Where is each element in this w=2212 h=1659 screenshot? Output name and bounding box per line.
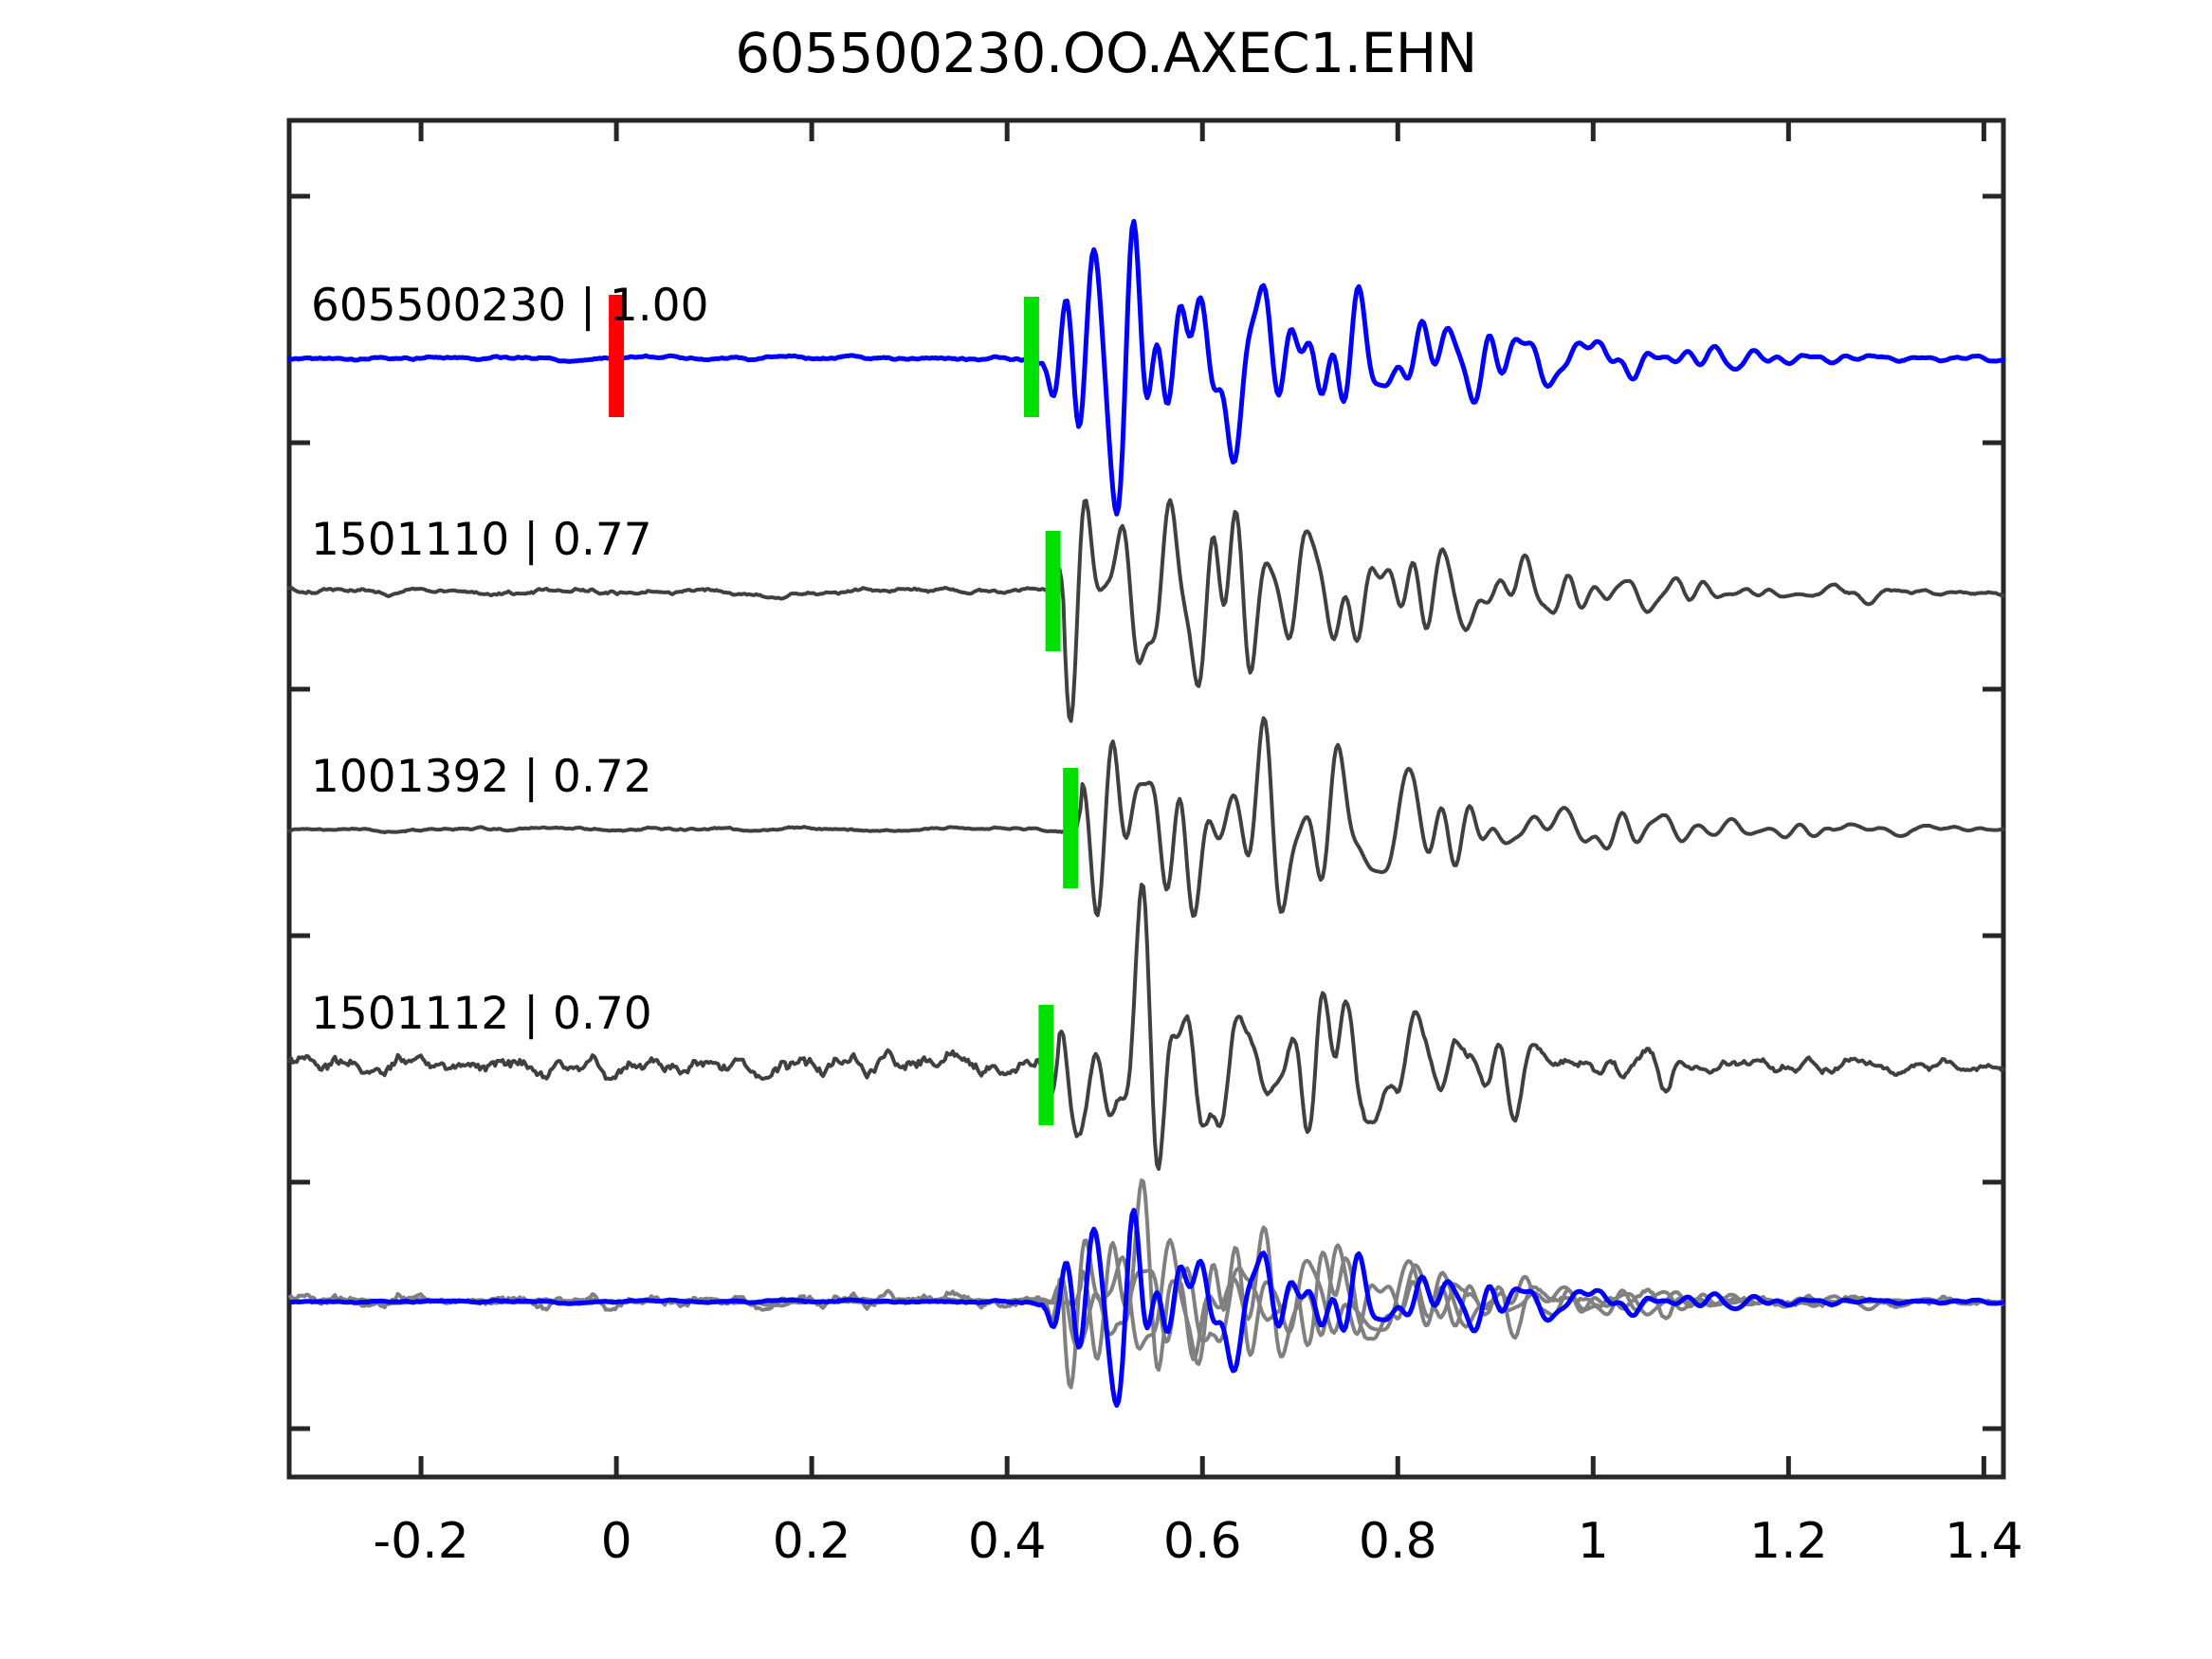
x-axis-ticks (289, 120, 2003, 1477)
x-tick-label: 0.4 (968, 1513, 1047, 1570)
stacked-overlay (287, 1178, 2004, 1408)
x-tick-label: 0 (601, 1513, 632, 1570)
x-tick-label: 0.2 (773, 1513, 851, 1570)
x-tick-label: 0.8 (1359, 1513, 1437, 1570)
page-title: 605500230.OO.AXEC1.EHN (735, 21, 1477, 85)
waveform-trace (287, 883, 2005, 1171)
waveform-trace (286, 218, 2006, 517)
x-tick-label: 0.6 (1163, 1513, 1242, 1570)
x-tick-label: 1.2 (1749, 1513, 1828, 1570)
trace-line-1501110 (287, 498, 2005, 723)
x-axis-tick-labels: -0.2 0 0.2 0.4 0.6 0.8 1 1.2 1.4 (373, 1513, 2022, 1570)
trace-line-605500230 (286, 218, 2006, 517)
stack-trace-605500230 (288, 1208, 2004, 1408)
trace-label-605500230: 605500230 | 1.00 (311, 280, 709, 332)
x-tick-label: 1.4 (1945, 1513, 2023, 1570)
waveform-trace (287, 716, 2005, 919)
trace-label-1501112: 1501112 | 0.70 (311, 988, 652, 1040)
trace-labels: 605500230 | 1.00 1501110 | 0.77 1001392 | … (311, 280, 709, 1040)
axes-frame (286, 118, 2006, 1480)
trace-line-1001392 (287, 716, 2005, 919)
trace-label-1501110: 1501110 | 0.77 (311, 514, 652, 566)
trace-line-1501112 (287, 883, 2005, 1171)
x-tick-label: -0.2 (373, 1513, 468, 1570)
waveform-trace (287, 498, 2005, 723)
x-tick-label: 1 (1578, 1513, 1609, 1570)
phase-markers (609, 295, 1079, 1125)
waveform-traces (286, 218, 2006, 1408)
trace-label-1001392: 1001392 | 0.72 (311, 751, 652, 803)
